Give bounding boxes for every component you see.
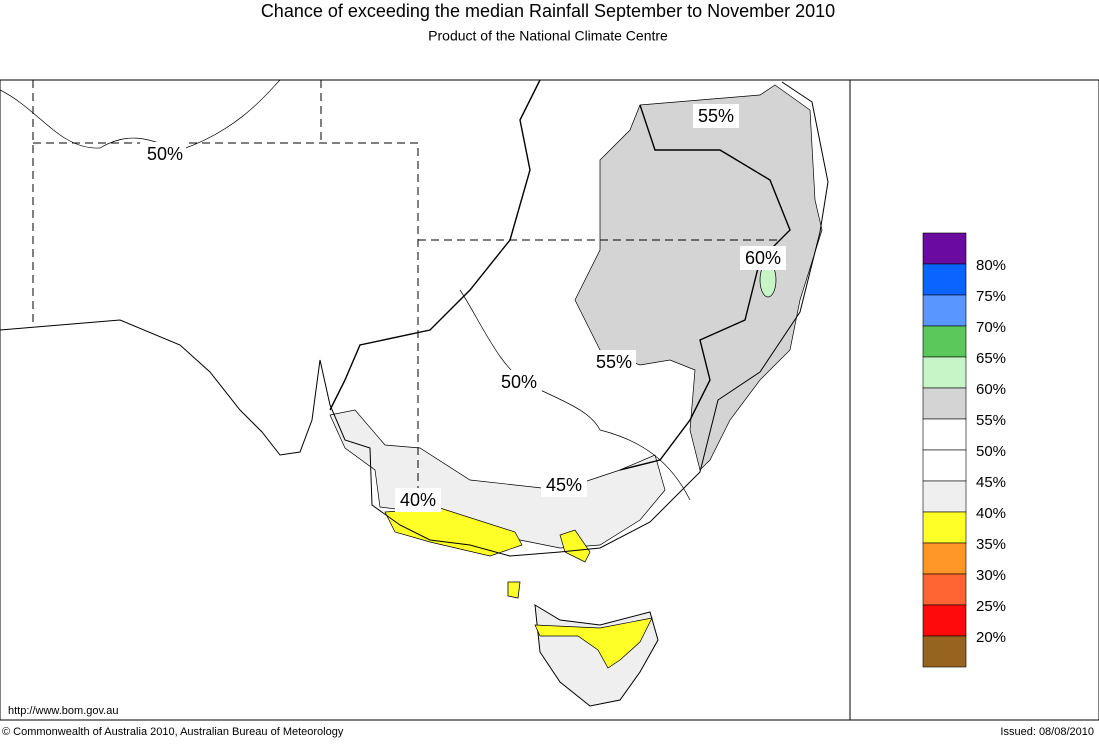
legend-swatch [922, 356, 967, 389]
legend-label: 55% [976, 412, 1006, 429]
legend-swatch [922, 325, 967, 358]
copyright: © Commonwealth of Australia 2010, Austra… [2, 726, 344, 738]
contour-label: 40% [400, 490, 436, 510]
legend-label: 70% [976, 319, 1006, 336]
legend-swatch [922, 449, 967, 482]
legend-label: 45% [976, 474, 1006, 491]
legend-label: 30% [976, 567, 1006, 584]
legend-label: 60% [976, 381, 1006, 398]
contour [0, 79, 691, 501]
subtitle: Product of the National Climate Centre [428, 28, 668, 44]
legend-swatch [922, 511, 967, 544]
legend-swatch [922, 480, 967, 513]
legend-swatch [922, 387, 967, 420]
legend-label: 25% [976, 598, 1006, 615]
label-bg [740, 246, 786, 270]
region-40 [384, 507, 523, 557]
issued: Issued: 08/08/2010 [1000, 726, 1094, 738]
label-bg [395, 488, 441, 512]
legend-swatch [922, 418, 967, 451]
region-45 [329, 409, 666, 549]
contour-label: 45% [546, 475, 582, 495]
basin-boundary [329, 79, 791, 471]
legend-label: 80% [976, 257, 1006, 274]
legend-swatch [922, 635, 967, 668]
map: 55% 50% 60% 55% 50% 45% 40% http://www.b… [0, 79, 1099, 721]
label-bg [496, 370, 542, 394]
legend-label: 35% [976, 536, 1006, 553]
legend-label: 40% [976, 505, 1006, 522]
legend-label: 75% [976, 288, 1006, 305]
contour-label: 55% [596, 352, 632, 372]
url: http://www.bom.gov.au [8, 705, 118, 717]
coastline [0, 81, 829, 557]
contour-label: 50% [501, 372, 537, 392]
contour-label: 60% [745, 248, 781, 268]
legend-swatch [922, 294, 967, 327]
contour-label: 50% [147, 144, 183, 164]
legend: 80% 75% 70% 65% 60% 55% 50% 45% 40% 35% 30% 25% 20% [922, 232, 1006, 668]
label-bg [590, 350, 636, 374]
label-bg [140, 142, 186, 166]
region-40 [559, 529, 591, 563]
label-bg [541, 473, 587, 497]
region-40 [534, 617, 653, 669]
title: Chance of exceeding the median Rainfall … [261, 1, 835, 21]
island [507, 581, 521, 599]
legend-label: 20% [976, 629, 1006, 646]
legend-swatch [922, 263, 967, 296]
legend-label: 65% [976, 350, 1006, 367]
legend-swatch [922, 573, 967, 606]
legend-label: 50% [976, 443, 1006, 460]
legend-swatch [922, 542, 967, 575]
region-55 [574, 84, 823, 471]
legend-swatch [922, 232, 967, 265]
contour-label: 55% [698, 106, 734, 126]
legend-swatch [922, 604, 967, 637]
state-borders [32, 80, 780, 490]
state-border [32, 80, 780, 490]
label-bg [693, 104, 739, 128]
